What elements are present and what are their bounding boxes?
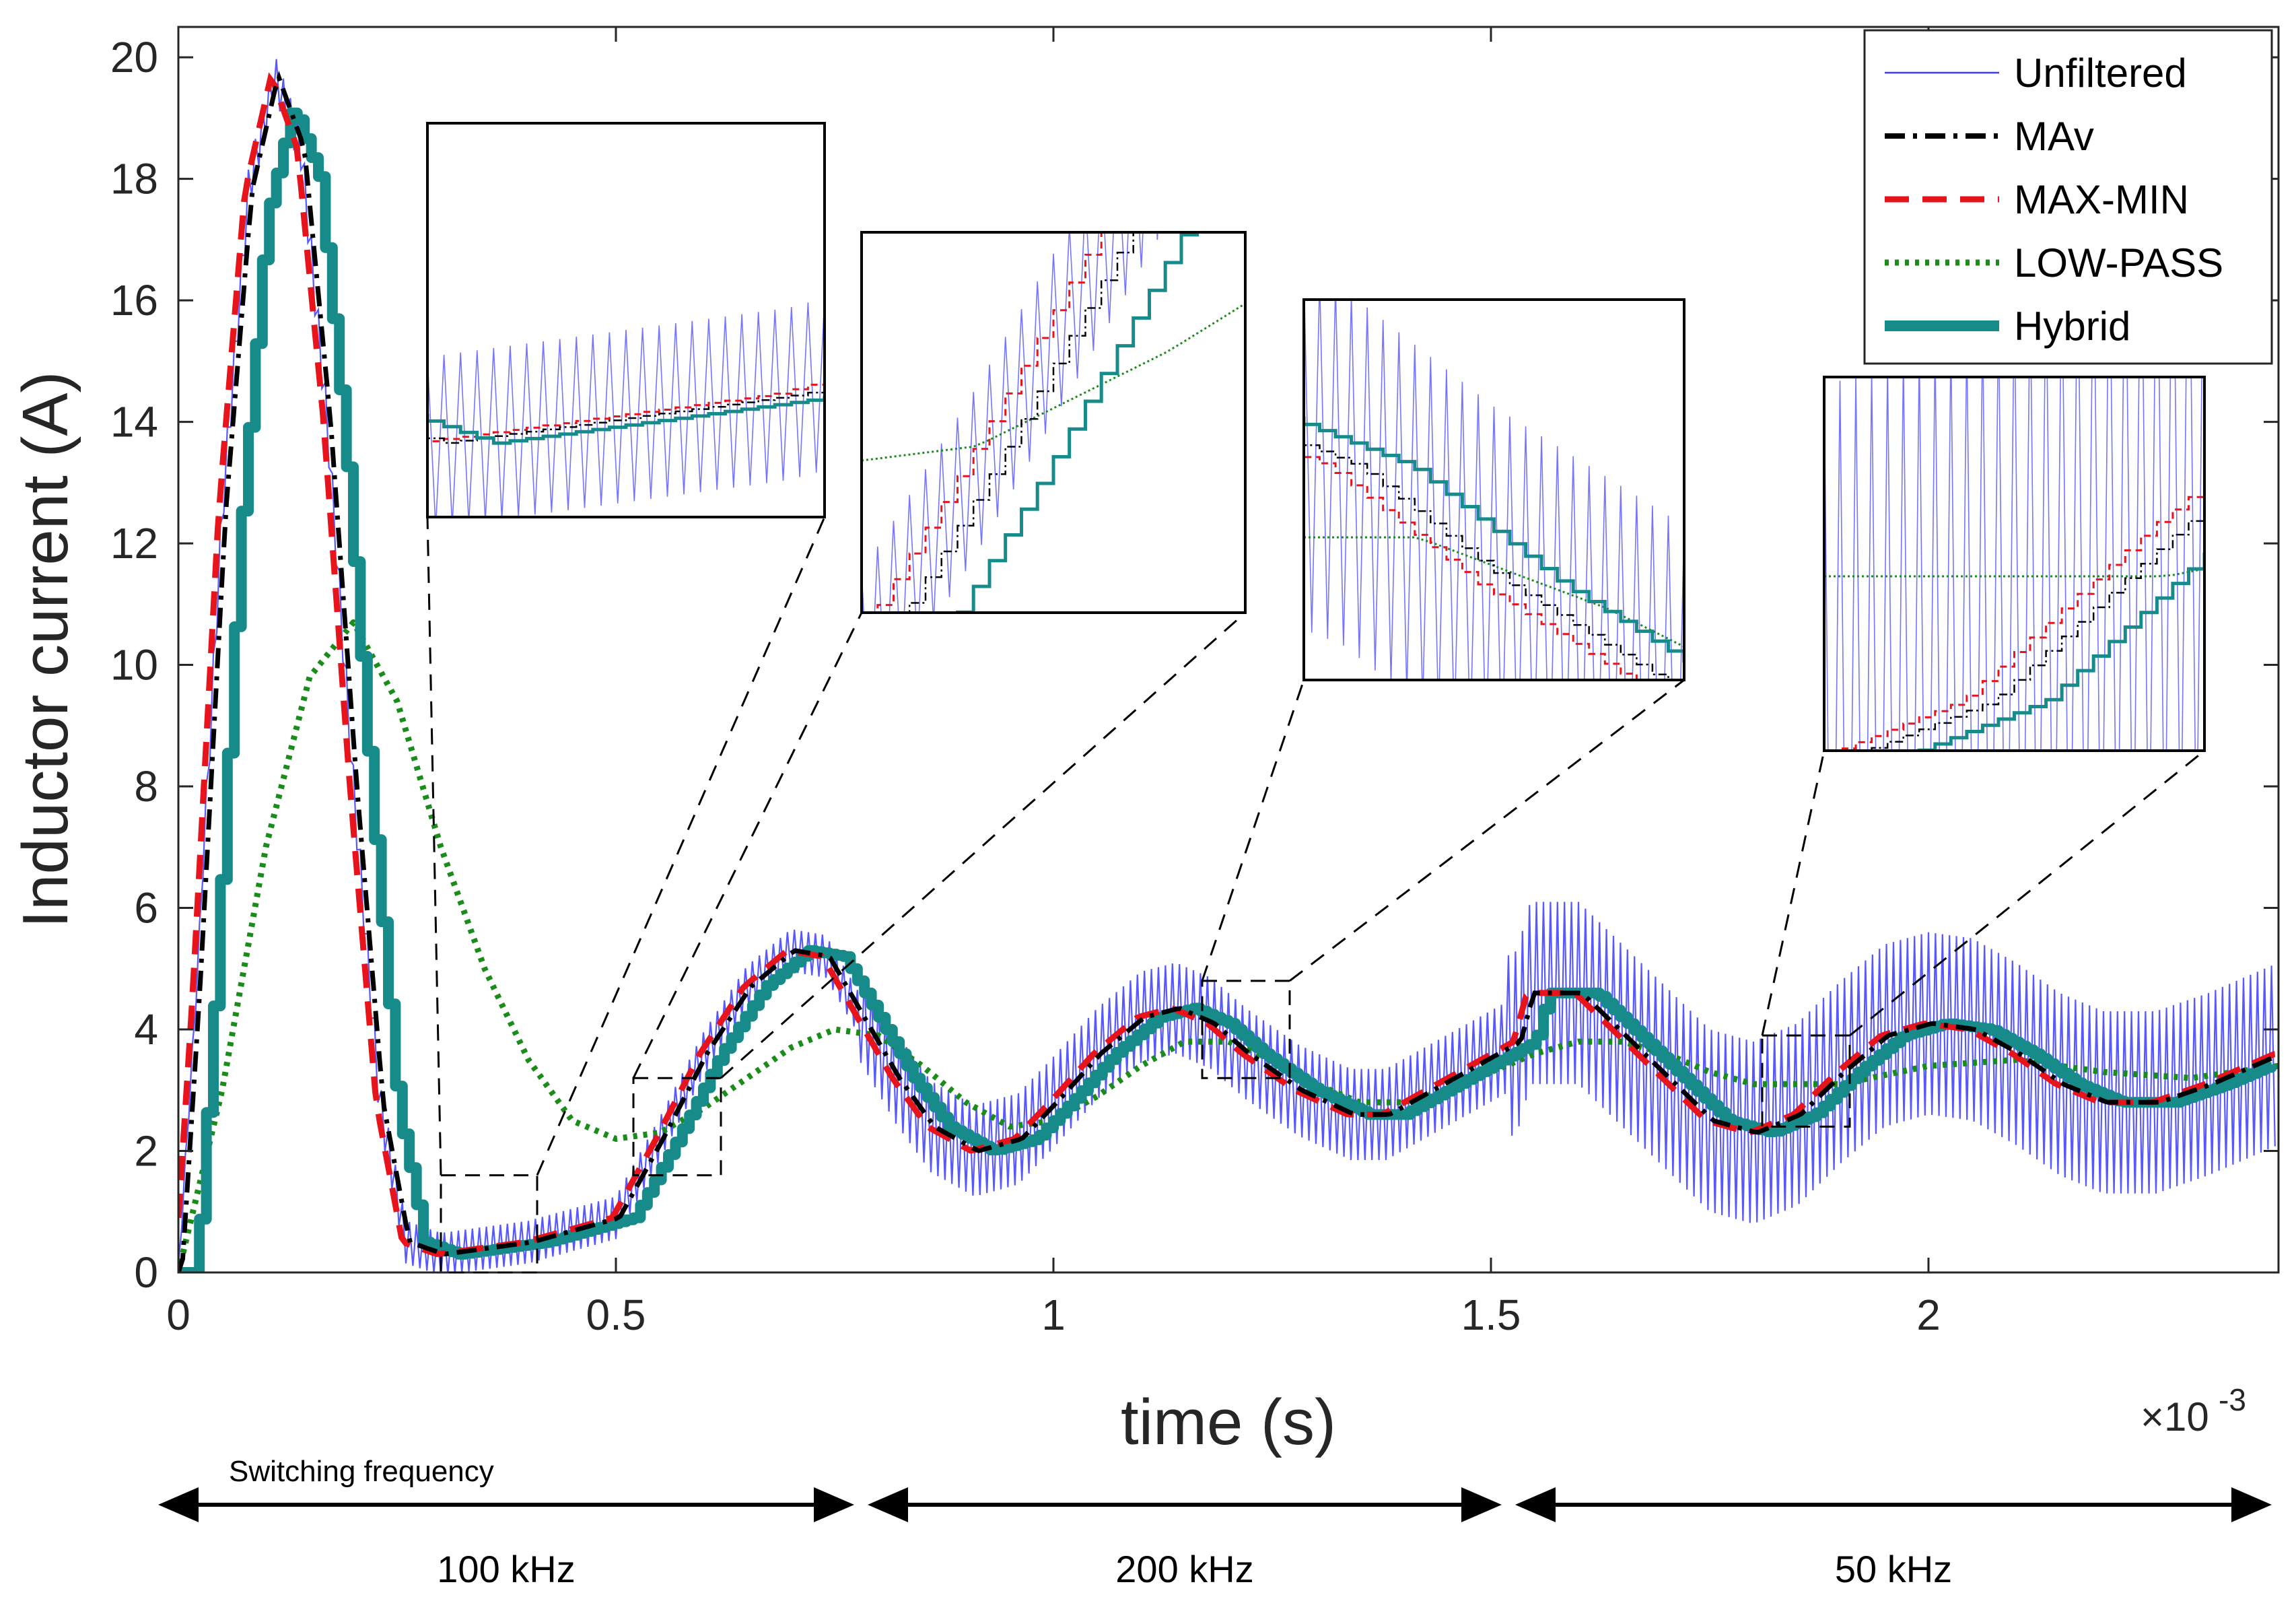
x-axis-title: time (s) — [1121, 1386, 1336, 1458]
zoom-callout-line — [1761, 750, 1825, 1036]
legend-label: Hybrid — [2014, 304, 2130, 349]
y-tick-label: 8 — [134, 762, 158, 811]
inset-maxmin-line — [427, 379, 825, 444]
legend-entry: MAv — [1885, 114, 2094, 159]
zoom-inset — [426, 122, 826, 518]
zoom-inset — [1302, 298, 1685, 681]
zoom-callout-line — [1289, 679, 1685, 982]
bands-caption: Switching frequency — [229, 1455, 494, 1488]
x-tick-label: 1.5 — [1461, 1291, 1521, 1339]
zoom-callout-line — [632, 612, 863, 1079]
zoom-callout-line — [536, 516, 826, 1176]
zoom-callout-line — [426, 516, 442, 1176]
band-arrow-head-left — [158, 1487, 199, 1522]
legend-entry: LOW-PASS — [1885, 240, 2223, 285]
zoom-inset — [860, 231, 1247, 614]
band-label: 50 kHz — [1835, 1548, 1952, 1590]
zoom-inset-frame — [860, 231, 1247, 614]
legend: Unfiltered MAv MAX-MIN LOW-PASS Hybrid — [1863, 29, 2273, 365]
y-tick-label: 20 — [110, 33, 158, 81]
inset-unfiltered-line — [1304, 300, 1684, 680]
frequency-band: 100 kHz — [158, 1487, 854, 1590]
inset-unfiltered-line — [427, 298, 825, 517]
y-tick-label: 14 — [110, 398, 158, 446]
zoom-inset-frame — [1302, 298, 1685, 681]
band-arrow-head-right — [814, 1487, 854, 1522]
frequency-band: 50 kHz — [1515, 1487, 2272, 1590]
y-tick-label: 12 — [110, 519, 158, 568]
y-tick-label: 2 — [134, 1127, 158, 1176]
series-lowpass-line — [178, 619, 2278, 1272]
switching-frequency-bands: Switching frequency 100 kHz 200 kHz 50 kHz — [158, 1455, 2272, 1590]
inset-mav-line — [1871, 508, 2204, 751]
zoom-inset-frame — [1823, 376, 2206, 752]
inset-hybrid-line — [956, 232, 1199, 613]
x-tick-label: 2 — [1916, 1291, 1941, 1339]
legend-label: Unfiltered — [2014, 50, 2187, 96]
x-tick-label: 1 — [1041, 1291, 1066, 1339]
legend-label: LOW-PASS — [2014, 240, 2223, 285]
zoom-callouts — [426, 122, 2206, 1274]
band-label: 200 kHz — [1115, 1548, 1253, 1590]
zoom-region-box — [632, 1077, 722, 1177]
zoom-inset — [1823, 376, 2206, 752]
band-arrow-head-left — [1515, 1487, 1556, 1522]
x-multiplier-exponent: -3 — [2219, 1382, 2246, 1417]
x-multiplier-base: ×10 — [2141, 1394, 2209, 1439]
legend-entry: MAX-MIN — [1885, 177, 2189, 222]
inset-unfiltered-line — [862, 232, 1158, 613]
series-unfiltered-line — [178, 59, 2276, 1272]
x-tick-label: 0 — [166, 1291, 190, 1339]
y-tick-label: 6 — [134, 884, 158, 932]
inset-maxmin-line — [1304, 450, 1638, 680]
zoom-region-box — [1201, 980, 1291, 1079]
frequency-band: 200 kHz — [868, 1487, 1502, 1590]
inset-hybrid-line — [427, 396, 825, 445]
x-tick-label: 0.5 — [586, 1291, 646, 1339]
y-tick-label: 10 — [110, 641, 158, 689]
inset-lowpass-line — [862, 302, 1245, 462]
inset-hybrid-line — [1304, 416, 1684, 663]
legend-label: MAX-MIN — [2014, 177, 2189, 222]
inset-maxmin-line — [876, 232, 1103, 613]
band-arrow-head-right — [2231, 1487, 2272, 1522]
zoom-callout-line — [1849, 749, 2205, 1037]
y-tick-label: 4 — [134, 1005, 158, 1054]
zoom-inset-background — [1824, 377, 2204, 751]
legend-label: MAv — [2014, 114, 2094, 159]
band-arrow-head-left — [868, 1487, 908, 1522]
y-axis-title: Inductor current (A) — [9, 372, 81, 928]
band-arrow-head-right — [1461, 1487, 1502, 1522]
zoom-inset-background — [862, 232, 1245, 613]
zoom-inset-frame — [426, 122, 826, 518]
zoom-callout-line — [720, 611, 1246, 1079]
series-hybrid-line — [178, 107, 2277, 1272]
legend-entry: Hybrid — [1885, 304, 2130, 349]
plot-area — [178, 59, 2278, 1272]
y-tick-label: 16 — [110, 276, 158, 325]
series-mav-line — [178, 71, 2278, 1272]
inset-mav-line — [908, 232, 1134, 613]
plot-frame — [177, 26, 2280, 1274]
inset-maxmin-line — [1839, 483, 2204, 751]
zoom-region-box — [1761, 1034, 1851, 1128]
legend-entry: Unfiltered — [1885, 50, 2187, 96]
y-tick-label: 18 — [110, 155, 158, 203]
zoom-callout-line — [1201, 679, 1305, 982]
inset-hybrid-line — [1917, 552, 2204, 751]
band-label: 100 kHz — [437, 1548, 575, 1590]
inset-mav-line — [1304, 438, 1669, 680]
y-tick-label: 0 — [134, 1248, 158, 1297]
